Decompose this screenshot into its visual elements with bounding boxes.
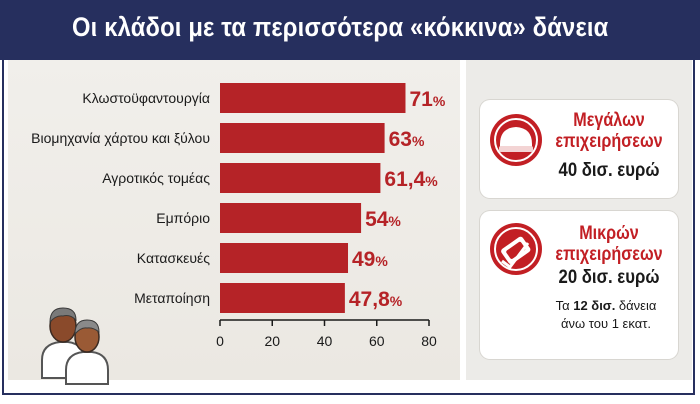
value-label: 61,4% bbox=[384, 168, 438, 191]
category-label: Βιομηχανία χάρτου και ξύλου bbox=[31, 130, 210, 146]
bar bbox=[220, 283, 345, 313]
large-business-title-line1: Μεγάλων bbox=[573, 110, 645, 131]
bar bbox=[220, 83, 406, 113]
x-tick-label: 20 bbox=[264, 333, 280, 349]
small-business-title-line1: Μικρών bbox=[579, 223, 639, 244]
category-label: Κατασκευές bbox=[137, 250, 210, 266]
small-business-note-line1: Τα 12 δισ. δάνεια bbox=[555, 298, 657, 313]
category-label: Εμπόριο bbox=[156, 210, 210, 226]
value-label: 47,8% bbox=[349, 288, 403, 311]
bar bbox=[220, 203, 362, 233]
value-label: 54% bbox=[365, 208, 401, 231]
large-business-title: Μεγάλων επιχειρήσεων bbox=[552, 110, 666, 152]
category-label: Αγροτικός τομέας bbox=[102, 170, 210, 186]
large-business-card: Μεγάλων επιχειρήσεων 40 δισ. ευρώ bbox=[480, 100, 678, 198]
large-business-icon bbox=[490, 114, 542, 166]
large-business-title-line2: επιχειρήσεων bbox=[555, 131, 663, 152]
small-business-amount: 20 δισ. ευρώ bbox=[558, 267, 660, 288]
category-label: Μεταποίηση bbox=[134, 290, 210, 306]
x-tick-label: 40 bbox=[317, 333, 333, 349]
small-business-card: Μικρών επιχειρήσεων 20 δισ. ευρώ Τα 12 δ… bbox=[480, 211, 678, 359]
bar-chart: Κλωστοϋφαντουργία 71% Βιομηχανία χάρτου κα… bbox=[31, 83, 446, 349]
chart-area: Κλωστοϋφαντουργία 71% Βιομηχανία χάρτου κα… bbox=[8, 60, 460, 385]
x-tick-label: 60 bbox=[369, 333, 385, 349]
small-business-title-line2: επιχειρήσεων bbox=[555, 244, 663, 265]
page-title: Οι κλάδοι με τα περισσότερα «κόκκινα» δά… bbox=[72, 12, 609, 42]
small-business-note-line2: άνω του 1 εκατ. bbox=[561, 316, 651, 331]
people-icon bbox=[41, 307, 109, 385]
bar bbox=[220, 123, 385, 153]
small-business-note: Τα 12 δισ. δάνεια άνω του 1 εκατ. bbox=[536, 297, 676, 333]
x-tick-label: 0 bbox=[216, 333, 224, 349]
small-business-icon bbox=[490, 223, 542, 275]
bar bbox=[220, 163, 381, 193]
category-label: Κλωστοϋφαντουργία bbox=[82, 90, 210, 106]
header-bar: Οι κλάδοι με τα περισσότερα «κόκκινα» δά… bbox=[0, 0, 700, 60]
small-business-title: Μικρών επιχειρήσεων bbox=[552, 223, 666, 265]
value-label: 63% bbox=[389, 128, 425, 151]
value-label: 71% bbox=[409, 88, 445, 111]
large-business-amount: 40 δισ. ευρώ bbox=[558, 160, 660, 181]
x-tick-label: 80 bbox=[421, 333, 437, 349]
value-label: 49% bbox=[352, 248, 388, 271]
bar bbox=[220, 243, 349, 273]
